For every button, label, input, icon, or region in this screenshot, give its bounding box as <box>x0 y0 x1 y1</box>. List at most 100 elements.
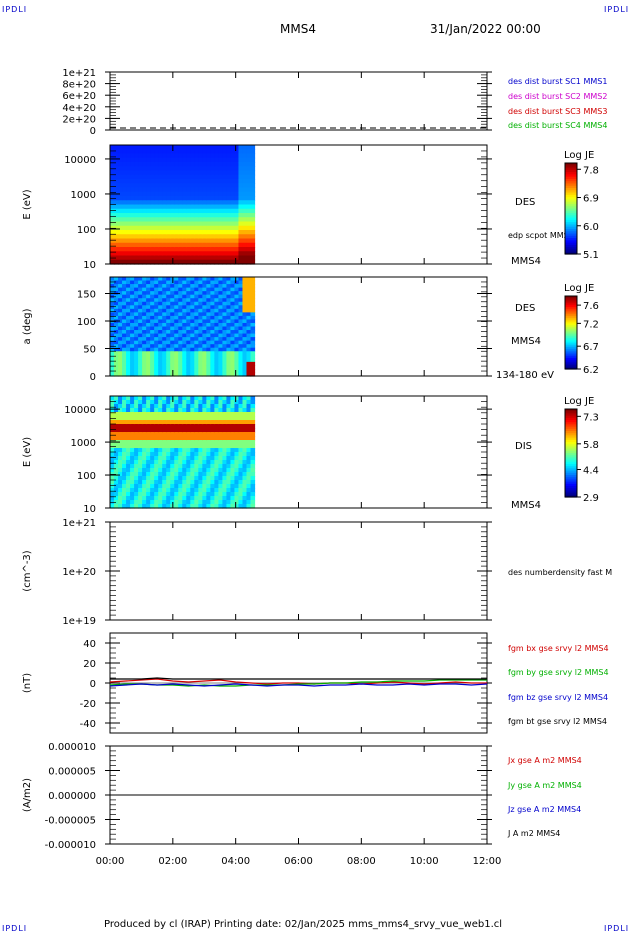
des-energy-ytick-label: 1000 <box>71 190 96 201</box>
dis-energy-ytick-label: 100 <box>77 471 96 482</box>
footer-credit: Produced by cl (IRAP) Printing date: 02/… <box>104 919 503 930</box>
density-burst-ytick-label: 8e+20 <box>62 80 96 91</box>
des-pitch-colorbar <box>564 295 578 370</box>
des-energy-colorbar-tick: 5.1 <box>583 250 599 261</box>
density-burst-legend-entry: des dist burst SC2 MMS2 <box>508 92 607 101</box>
dis-energy-colorbar-title: Log JE <box>564 396 594 407</box>
dis-energy-ylabel: E (eV) <box>22 437 33 467</box>
des-energy-heatmap <box>110 145 256 265</box>
current-density-ylabel: (A/m2) <box>22 778 33 812</box>
dis-energy-heatmap <box>110 396 256 509</box>
number-density-ytick-label: 1e+21 <box>62 518 96 529</box>
time-tick-label: 02:00 <box>158 856 187 867</box>
fgm-ytick-label: 20 <box>83 659 96 670</box>
datetime-title: 31/Jan/2022 00:00 <box>430 22 541 36</box>
fgm-legend-entry: fgm bz gse srvy l2 MMS4 <box>508 693 608 702</box>
current-density-ytick-label: 0.000010 <box>48 742 96 753</box>
fgm-ytick-label: -40 <box>80 719 96 730</box>
des-energy-colorbar-title: Log JE <box>564 150 594 161</box>
des-energy-ytick-label: 100 <box>77 225 96 236</box>
time-tick-label: 04:00 <box>221 856 250 867</box>
current-density-legend-entry: Jz gse A m2 MMS4 <box>507 805 581 814</box>
des-pitch-ytick-label: 150 <box>77 290 96 301</box>
time-tick-label: 12:00 <box>473 856 502 867</box>
dis-energy-side-label: DIS <box>515 441 532 452</box>
number-density-frame <box>109 521 488 621</box>
fgm-series-line <box>109 683 488 687</box>
des-pitch-ytick-label: 0 <box>90 372 96 383</box>
density-burst-ytick-label: 6e+20 <box>62 91 96 102</box>
time-tick-label: 08:00 <box>347 856 376 867</box>
density-burst-ytick-label: 0 <box>90 126 96 137</box>
des-energy-colorbar-tick: 7.8 <box>583 165 599 176</box>
fgm-legend-entry: fgm bx gse srvy l2 MMS4 <box>508 644 609 653</box>
dis-energy-ytick-label: 1000 <box>71 438 96 449</box>
des-energy-colorbar-tick: 6.9 <box>583 194 599 205</box>
current-density-legend-entry: Jy gse A m2 MMS4 <box>507 781 582 790</box>
des-pitch-colorbar-tick: 6.2 <box>583 365 599 376</box>
dis-energy-side-label: MMS4 <box>511 500 541 511</box>
density-burst-legend-entry: des dist burst SC3 MMS3 <box>508 107 607 116</box>
current-density-ytick-label: -0.000005 <box>45 816 96 827</box>
des-pitch-ytick-label: 50 <box>83 345 96 356</box>
number-density-ytick-label: 1e+20 <box>62 567 96 578</box>
dis-energy-colorbar-tick: 5.8 <box>583 440 599 451</box>
time-tick-label: 00:00 <box>96 856 125 867</box>
des-energy-side-label: DES <box>515 197 535 208</box>
current-density-ytick-label: 0.000005 <box>48 767 96 778</box>
dis-energy-colorbar-tick: 2.9 <box>583 493 599 504</box>
fgm-series-line <box>110 677 487 680</box>
density-burst-legend-entry: des dist burst SC1 MMS1 <box>508 77 607 86</box>
des-pitch-colorbar-tick: 7.2 <box>583 319 599 330</box>
fgm-legend-entry: fgm bt gse srvy l2 MMS4 <box>508 717 607 726</box>
des-energy-ytick-label: 10000 <box>64 155 96 166</box>
des-energy-ylabel: E (eV) <box>22 189 33 219</box>
number-density-ytick-label: 1e+19 <box>62 616 96 627</box>
density-burst-frame <box>109 71 488 131</box>
des-pitch-side-label: DES <box>515 303 535 314</box>
time-tick-label: 06:00 <box>284 856 313 867</box>
des-pitch-side-label: 134-180 eV <box>496 370 554 381</box>
current-density-legend-entry: Jx gse A m2 MMS4 <box>507 756 582 765</box>
des-pitch-heatmap <box>110 277 256 377</box>
des-energy-ytick-label: 10 <box>83 260 96 271</box>
des-energy-colorbar <box>564 162 578 255</box>
dis-energy-colorbar-tick: 7.3 <box>583 412 599 423</box>
current-density-ytick-label: -0.000010 <box>45 840 96 851</box>
current-density-legend-entry: J A m2 MMS4 <box>507 829 560 838</box>
fgm-legend-entry: fgm by gse srvy l2 MMS4 <box>508 668 609 677</box>
fgm-ylabel: (nT) <box>22 673 33 693</box>
current-density-ytick-label: 0.000000 <box>48 791 96 802</box>
corner-label-top-left: IPDLI <box>2 5 28 14</box>
dis-energy-colorbar-tick: 4.4 <box>583 466 599 477</box>
des-pitch-ytick-label: 100 <box>77 317 96 328</box>
spacecraft-title: MMS4 <box>280 22 316 36</box>
density-burst-ytick-label: 1e+21 <box>62 68 96 79</box>
fgm-ytick-label: 40 <box>83 639 96 650</box>
number-density-ylabel: (cm^-3) <box>22 550 33 591</box>
des-pitch-side-label: MMS4 <box>511 336 541 347</box>
fgm-ytick-label: 0 <box>90 679 96 690</box>
des-energy-colorbar-tick: 6.0 <box>583 222 599 233</box>
dis-energy-colorbar <box>564 408 578 498</box>
fgm-ytick-label: -20 <box>80 699 96 710</box>
des-pitch-colorbar-tick: 7.6 <box>583 301 599 312</box>
density-burst-legend-entry: des dist burst SC4 MMS4 <box>508 121 607 130</box>
dis-energy-ytick-label: 10 <box>83 504 96 515</box>
fgm-series-line <box>109 678 487 685</box>
des-pitch-ylabel: a (deg) <box>22 308 33 344</box>
des-energy-side-label: edp scpot MMS4 <box>508 231 574 240</box>
dis-energy-ytick-label: 10000 <box>64 405 96 416</box>
time-tick-label: 10:00 <box>410 856 439 867</box>
density-burst-ytick-label: 4e+20 <box>62 103 96 114</box>
fgm-series-line <box>109 679 487 687</box>
des-pitch-colorbar-title: Log JE <box>564 283 594 294</box>
density-burst-ytick-label: 2e+20 <box>62 114 96 125</box>
des-energy-side-label: MMS4 <box>511 256 541 267</box>
corner-label-top-right: IPDLI <box>604 5 630 14</box>
des-pitch-colorbar-tick: 6.7 <box>583 342 599 353</box>
corner-label-bottom-left: IPDLI <box>2 924 28 933</box>
number-density-legend-entry: des numberdensity fast M <box>508 568 612 577</box>
corner-label-bottom-right: IPDLI <box>604 924 630 933</box>
